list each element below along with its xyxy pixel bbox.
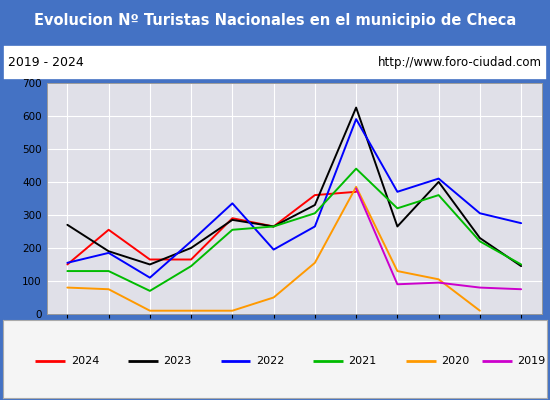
Text: 2020: 2020: [441, 356, 469, 366]
Text: 2023: 2023: [163, 356, 191, 366]
Text: http://www.foro-ciudad.com: http://www.foro-ciudad.com: [378, 56, 542, 69]
Text: 2022: 2022: [256, 356, 284, 366]
Text: 2021: 2021: [349, 356, 377, 366]
Text: 2019: 2019: [518, 356, 546, 366]
Text: 2019 - 2024: 2019 - 2024: [8, 56, 84, 69]
Text: 2024: 2024: [71, 356, 99, 366]
Text: Evolucion Nº Turistas Nacionales en el municipio de Checa: Evolucion Nº Turistas Nacionales en el m…: [34, 14, 516, 28]
